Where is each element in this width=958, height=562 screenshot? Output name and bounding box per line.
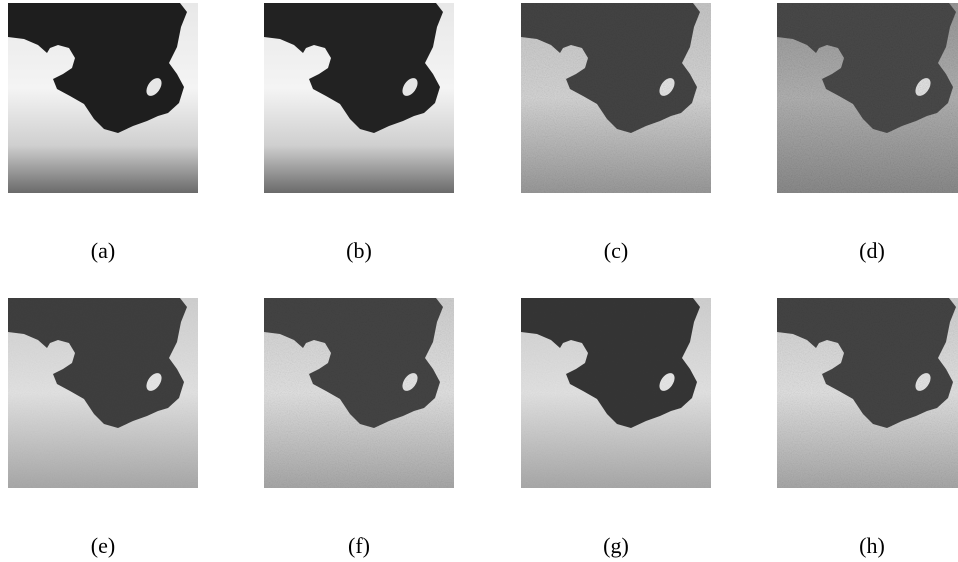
- figure: (a) (b) (c) (d) (e) (f) (g) (h): [0, 0, 958, 562]
- subfigure-image: [264, 3, 454, 193]
- subfigure-label: (c): [604, 238, 628, 263]
- subfigure-label: (a): [91, 238, 115, 263]
- subfigure-image: [521, 3, 711, 193]
- subfigure-image: [521, 298, 711, 488]
- subfigure-label: (f): [348, 533, 370, 558]
- subfigure-image: [777, 3, 958, 193]
- subfigure-image: [8, 3, 198, 193]
- subfigure-image: [777, 298, 958, 488]
- subfigure-label: (b): [346, 238, 372, 263]
- subfigure-image: [8, 298, 198, 488]
- subfigure-label: (h): [859, 533, 885, 558]
- subfigure-label: (e): [91, 533, 115, 558]
- subfigure-label: (g): [603, 533, 629, 558]
- subfigure-label: (d): [859, 238, 885, 263]
- subfigure-image: [264, 298, 454, 488]
